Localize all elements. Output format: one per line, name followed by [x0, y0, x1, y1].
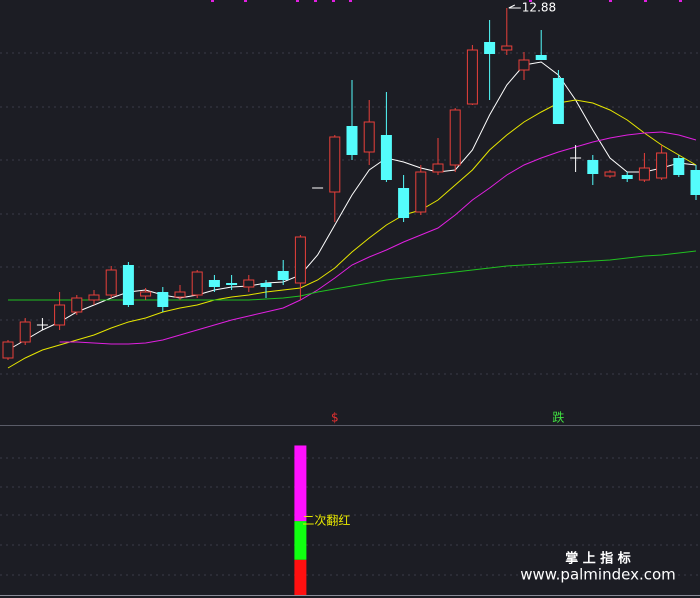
- candle-body: [484, 42, 496, 54]
- candle-body: [105, 269, 117, 296]
- candle-body: [346, 126, 358, 155]
- indicator-annotation: 二次翻红: [302, 513, 350, 528]
- candle-body: [501, 45, 513, 51]
- candle-body: [54, 304, 66, 326]
- indicator-bar: [294, 559, 307, 595]
- candle-body: [19, 321, 31, 343]
- candle-body: [208, 280, 220, 287]
- marker: [529, 0, 532, 2]
- high-pointer: [508, 4, 521, 9]
- marker: [211, 0, 214, 2]
- candle-body: [690, 170, 700, 195]
- candle-body: [449, 109, 461, 166]
- candle-body: [552, 78, 564, 124]
- marker: [296, 0, 299, 2]
- moving-average-line: [7, 99, 697, 369]
- candle-body: [226, 283, 238, 285]
- candle-body: [673, 158, 685, 175]
- candle-body: [329, 136, 341, 193]
- candle-body: [587, 160, 599, 174]
- indicator-bar: [294, 445, 307, 522]
- candle-body: [71, 297, 83, 313]
- watermark-url: www.palmindex.com: [520, 566, 676, 584]
- candle-body: [2, 341, 14, 359]
- marker: [314, 0, 317, 2]
- candle-body: [398, 188, 410, 218]
- candle-body: [432, 163, 444, 173]
- candle-body: [380, 135, 392, 180]
- candle-body: [294, 236, 306, 284]
- marker: [644, 0, 647, 2]
- candle-body: [518, 59, 530, 71]
- main-grid: [0, 52, 700, 576]
- candle-body: [260, 283, 272, 287]
- marker: [349, 0, 352, 2]
- candle-body: [122, 265, 134, 305]
- indicator-bar: [294, 521, 307, 560]
- moving-average-line: [8, 250, 697, 301]
- moving-average-line: [59, 131, 697, 345]
- marker: [332, 0, 335, 2]
- marker: [609, 0, 612, 2]
- signal-label: $: [331, 411, 339, 425]
- moving-average-line: [7, 61, 697, 351]
- candle-body: [415, 171, 427, 213]
- candle-body: [277, 271, 289, 280]
- marker: [679, 0, 682, 2]
- marker: [244, 0, 247, 2]
- top-markers: [211, 0, 682, 2]
- candle-body: [621, 175, 633, 179]
- candle-body: [638, 167, 650, 181]
- candle-body: [191, 271, 203, 296]
- candle-body: [174, 291, 186, 298]
- candle-body: [140, 291, 152, 297]
- candle-body: [604, 171, 616, 177]
- high-label: 12.88: [522, 1, 556, 15]
- candle-body: [243, 279, 255, 288]
- candle-body: [88, 294, 100, 301]
- candle-body: [466, 49, 478, 105]
- candle-body: [363, 121, 375, 153]
- candle-body: [535, 55, 547, 60]
- watermark-title: 掌 上 指 标: [565, 551, 631, 567]
- candle-body: [656, 152, 668, 179]
- candle-body: [157, 292, 169, 307]
- signal-label: 跌: [552, 410, 564, 425]
